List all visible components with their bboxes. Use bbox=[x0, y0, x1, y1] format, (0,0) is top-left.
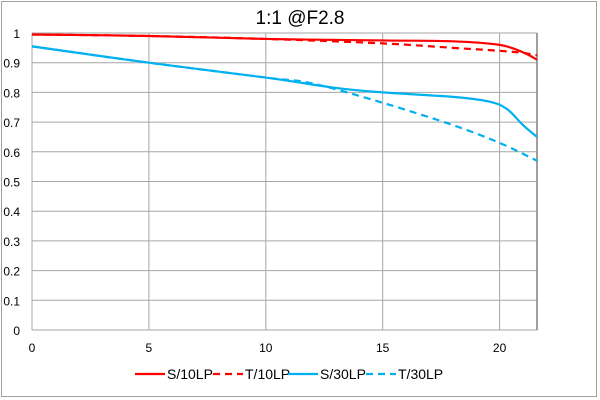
y-tick-label: 1 bbox=[13, 27, 20, 41]
legend-label: T/10LP bbox=[245, 366, 290, 382]
y-tick-label: 0 bbox=[13, 324, 20, 338]
legend-label: S/30LP bbox=[320, 366, 366, 382]
y-tick-label: 0.5 bbox=[3, 176, 20, 190]
series-line-s-10lp bbox=[31, 33, 538, 61]
series-line-t-10lp bbox=[31, 33, 538, 57]
y-tick-label: 0.9 bbox=[3, 57, 20, 71]
series-line-t-30lp bbox=[31, 45, 538, 162]
x-tick-label: 15 bbox=[376, 341, 390, 355]
y-tick-label: 0.6 bbox=[3, 146, 20, 160]
x-tick-label: 0 bbox=[29, 341, 36, 355]
y-tick-label: 0.2 bbox=[3, 265, 20, 279]
y-tick-label: 0.7 bbox=[3, 116, 20, 130]
y-tick-label: 0.3 bbox=[3, 235, 20, 249]
x-tick-label: 20 bbox=[493, 341, 507, 355]
chart-title: 1:1 @F2.8 bbox=[256, 8, 345, 29]
series-line-s-30lp bbox=[31, 45, 538, 138]
x-tick-label: 10 bbox=[259, 341, 273, 355]
x-tick-label: 5 bbox=[146, 341, 153, 355]
y-tick-label: 0.4 bbox=[3, 205, 20, 219]
legend-label: T/30LP bbox=[398, 366, 443, 382]
y-tick-label: 0.8 bbox=[3, 86, 20, 100]
legend-label: S/10LP bbox=[167, 366, 213, 382]
y-tick-label: 0.1 bbox=[3, 294, 20, 308]
